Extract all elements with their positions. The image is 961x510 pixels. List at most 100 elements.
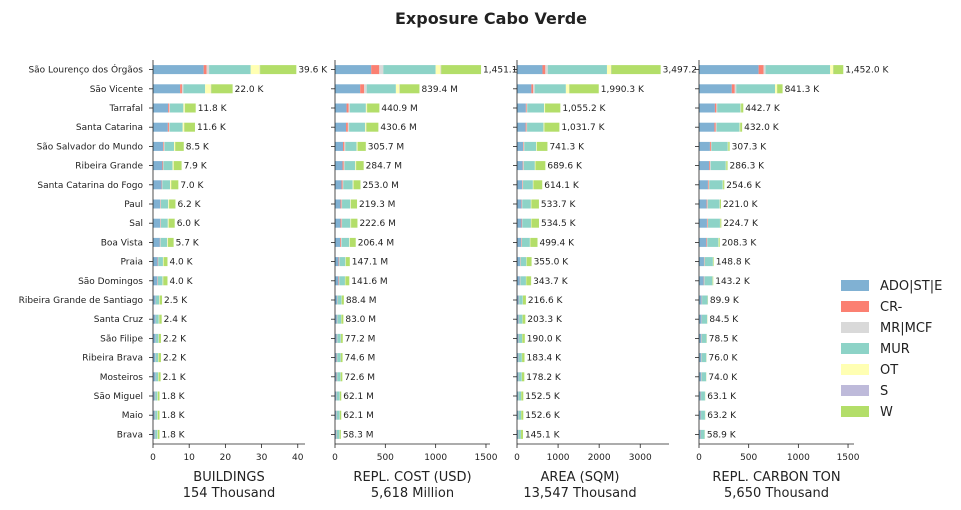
bar-segment: [335, 218, 341, 228]
bar-value-label: 7.0 K: [180, 181, 204, 191]
bar-segment: [250, 65, 260, 75]
bar-segment: [544, 122, 560, 132]
bar-segment: [518, 372, 522, 382]
bar-segment: [153, 141, 164, 151]
bar-value-label: 8.5 K: [186, 142, 210, 152]
category-label: Sal: [129, 219, 143, 229]
bar-segment: [355, 161, 356, 171]
bar-segment: [172, 161, 174, 171]
bar-segment: [763, 65, 766, 75]
bar-segment: [346, 122, 348, 132]
panel-3: 3,497.2 1,990.3 K 1,055.2 K 1,031.7 K 741.3 …: [513, 60, 697, 501]
bar-value-label: 5.7 K: [176, 238, 200, 248]
bar-value-label: 74.0 K: [708, 373, 738, 383]
bar-segment: [699, 141, 710, 151]
bar-value-label: 430.6 M: [380, 123, 416, 133]
bar-segment: [153, 65, 204, 75]
bar-segment: [341, 237, 342, 247]
x-tick-label: 500: [377, 453, 394, 463]
bar-segment: [162, 257, 164, 267]
bar-segment: [527, 103, 545, 113]
bar-value-label: 305.7 M: [368, 142, 404, 152]
bar-segment: [699, 276, 704, 286]
bar-segment: [167, 218, 169, 228]
bar-segment: [517, 276, 520, 286]
bar-segment: [155, 314, 159, 324]
bar-segment: [169, 199, 176, 209]
bar-value-label: 284.7 M: [366, 162, 402, 172]
bar-value-label: 6.2 K: [177, 200, 201, 210]
bar-segment: [765, 65, 831, 75]
bar-segment: [167, 237, 168, 247]
bar-segment: [365, 122, 367, 132]
bar-segment: [521, 237, 530, 247]
x-tick-label: 1000: [787, 453, 810, 463]
bar-segment: [708, 218, 720, 228]
bar-segment: [341, 295, 344, 305]
bar-segment: [184, 122, 195, 132]
bar-segment: [699, 84, 732, 94]
bar-segment: [342, 218, 351, 228]
bar-value-label: 89.9 K: [710, 296, 740, 306]
bar-value-label: 614.1 K: [544, 181, 580, 191]
category-label: São Vicente: [90, 85, 144, 95]
category-label: Brava: [117, 430, 143, 440]
bar-segment: [155, 429, 158, 439]
bar-segment: [517, 237, 522, 247]
bar-value-label: 307.3 K: [732, 142, 768, 152]
bar-value-label: 253.0 M: [362, 181, 398, 191]
bar-segment: [335, 372, 337, 382]
bar-segment: [335, 314, 337, 324]
bar-value-label: 7.9 K: [184, 162, 208, 172]
bar-segment: [153, 276, 158, 286]
bar-segment: [168, 199, 169, 209]
bar-segment: [517, 84, 532, 94]
bar-value-label: 143.2 K: [715, 277, 751, 287]
category-label: São Miguel: [94, 392, 143, 402]
bar-value-label: 39.6 K: [298, 66, 328, 76]
bar-segment: [343, 141, 345, 151]
bar-segment: [335, 295, 338, 305]
x-tick-label: 0: [696, 453, 702, 463]
bar-segment: [182, 122, 185, 132]
bar-segment: [536, 141, 548, 151]
bar-segment: [335, 410, 337, 420]
bar-segment: [706, 199, 708, 209]
bar-segment: [699, 218, 707, 228]
bar-value-label: 63.2 K: [707, 411, 737, 421]
bar-segment: [162, 161, 164, 171]
bar-segment: [155, 372, 159, 382]
bar-segment: [335, 141, 344, 151]
bar-segment: [758, 65, 764, 75]
bar-value-label: 178.2 K: [526, 373, 562, 383]
bar-segment: [517, 161, 523, 171]
bar-segment: [707, 180, 709, 190]
bar-segment: [702, 295, 708, 305]
bar-segment: [360, 84, 365, 94]
bar-segment: [517, 314, 519, 324]
bar-segment: [337, 333, 341, 343]
bar-segment: [713, 257, 714, 267]
bar-segment: [155, 333, 159, 343]
bar-segment: [340, 353, 343, 363]
bar-segment: [536, 141, 537, 151]
bar-segment: [347, 122, 350, 132]
bar-segment: [157, 410, 160, 420]
bar-segment: [335, 276, 339, 286]
bar-segment: [517, 391, 519, 401]
bar-segment: [335, 257, 339, 267]
x-axis-sublabel: 5,650 Thousand: [724, 486, 829, 501]
bar-value-label: 1,055.2 K: [562, 104, 606, 114]
bar-segment: [335, 333, 337, 343]
bar-segment: [699, 333, 702, 343]
bar-segment: [731, 84, 735, 94]
bar-segment: [160, 199, 169, 209]
bar-segment: [701, 353, 707, 363]
bar-segment: [517, 353, 519, 363]
bar-segment: [701, 391, 705, 401]
x-tick-label: 1000: [547, 453, 570, 463]
bar-segment: [153, 372, 156, 382]
bar-segment: [335, 161, 343, 171]
bar-value-label: 440.9 M: [381, 104, 417, 114]
